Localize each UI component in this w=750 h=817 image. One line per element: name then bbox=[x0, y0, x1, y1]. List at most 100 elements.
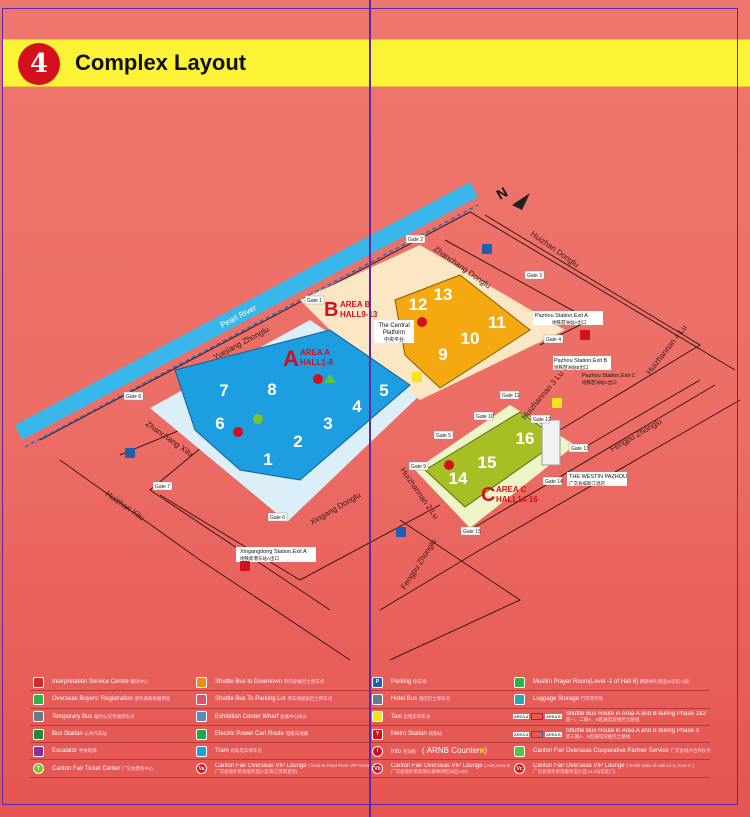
title-band bbox=[3, 39, 750, 87]
legend-label: Metro Station bbox=[391, 731, 427, 738]
gate-1[interactable]: Gate 1 bbox=[307, 298, 322, 304]
hall-9[interactable]: 9 bbox=[438, 345, 447, 364]
hall-3[interactable]: 3 bbox=[323, 414, 332, 433]
tram-line bbox=[24, 204, 479, 448]
gate-5[interactable]: Gate 5 bbox=[436, 433, 451, 439]
legend-label-cn: 手扶电梯 bbox=[78, 748, 97, 754]
legend-label-cn: 翻译中心 bbox=[130, 679, 149, 685]
hall-8[interactable]: 8 bbox=[267, 380, 276, 399]
pazhou-exit-b: Pazhou Station,Exit B bbox=[554, 358, 608, 364]
legend-row: Overseas Buyers' Registration 境外采购商报到处 Sh… bbox=[30, 691, 710, 709]
hall-12[interactable]: 12 bbox=[409, 295, 428, 314]
legend-note: ( A20,Area B ) bbox=[484, 762, 511, 768]
legend-item: Temporary Bus 临时公交专线停车点 bbox=[30, 711, 193, 723]
hall-7[interactable]: 7 bbox=[219, 381, 228, 400]
legend-item: Bus Station 公共汽车站 bbox=[30, 728, 193, 740]
gate-12[interactable]: Gate 12 bbox=[533, 417, 551, 423]
luggage-icon bbox=[514, 693, 525, 705]
legend-row: Escalator 手扶电梯 Tram 有轨电车停车点 I Info 咨询处 ( AR… bbox=[30, 743, 710, 761]
gate-label-box bbox=[543, 334, 564, 344]
gate-label-box bbox=[152, 481, 173, 491]
legend-item: T Canton Fair Ticket Center 广交会票务中心 bbox=[30, 763, 193, 775]
gate-14[interactable]: Gate 14 bbox=[545, 479, 563, 485]
legend-item: Overseas Buyers' Registration 境外采购商报到处 bbox=[30, 693, 193, 705]
pazhou-exit-c-cn: 地铁琶洲站C出口 bbox=[582, 379, 617, 386]
legend-row: Interpretation Service Centre 翻译中心 Shuttl… bbox=[30, 674, 710, 692]
gate-label-box bbox=[123, 391, 144, 401]
tram-icon bbox=[196, 745, 207, 757]
hall-14[interactable]: 14 bbox=[449, 469, 468, 488]
hall-6[interactable]: 6 bbox=[215, 414, 224, 433]
legend-label: Shuttle Bus to Downtown bbox=[215, 679, 283, 686]
road-huizhan-xilu: Huizhan Xilu bbox=[104, 489, 146, 522]
legend-label: Bus Station bbox=[52, 731, 83, 738]
legend-label: Shuttle Bus Route in Area A and B during… bbox=[565, 710, 707, 717]
legend-label-cn: 第三期A、B区展馆穿梭巴士路线 bbox=[565, 734, 631, 740]
legend-label-cn: 酒店巴士停车点 bbox=[418, 696, 451, 702]
hall-4[interactable]: 4 bbox=[352, 397, 362, 416]
gate-7[interactable]: Gate 7 bbox=[155, 484, 170, 490]
legend-note: ( North Gate of Hall 14.3, Area C ) bbox=[626, 762, 695, 768]
info-icon: I bbox=[372, 745, 383, 757]
hall-5[interactable]: 5 bbox=[379, 381, 388, 400]
gate-11[interactable]: Gate 11 bbox=[502, 393, 520, 399]
legend-label-cn: 电瓶车线路 bbox=[285, 731, 309, 737]
legend-item: P Parking 停车场 bbox=[369, 676, 511, 688]
parking-icon bbox=[125, 448, 135, 458]
legend-label: Luggage Storage bbox=[533, 696, 580, 703]
legend-item: Shuttle Bus To Parking Lot 停车场接驳巴士停车点 bbox=[193, 693, 369, 705]
wharf-icon bbox=[196, 711, 207, 723]
hall-10[interactable]: 10 bbox=[461, 329, 480, 348]
hall-1[interactable]: 1 bbox=[263, 450, 272, 469]
legend-label: Escalator bbox=[52, 748, 78, 755]
hall-16[interactable]: 16 bbox=[516, 429, 535, 448]
gate-2[interactable]: Gate 2 bbox=[408, 237, 423, 243]
shuttle-parking-icon bbox=[196, 693, 207, 705]
gate-4[interactable]: Gate 4 bbox=[546, 337, 561, 343]
parking-icon: P bbox=[372, 676, 383, 688]
arnb-close: ) bbox=[484, 745, 487, 755]
legend-label-cn: 临时公交专线停车点 bbox=[94, 713, 135, 719]
legend-label: Electric Power Cart Route bbox=[215, 731, 285, 738]
legend-item: Escalator 手扶电梯 bbox=[30, 745, 193, 757]
gate-13[interactable]: Gate 13 bbox=[571, 446, 589, 452]
hall-15[interactable]: 15 bbox=[478, 453, 497, 472]
legend-label: Canton Fair Overseas Cooperative Partner… bbox=[533, 748, 669, 755]
pazhou-exit-c: Pazhou Station,Exit C bbox=[582, 373, 636, 379]
legend-label-cn: 公共汽车站 bbox=[84, 731, 107, 737]
gate-15[interactable]: Gate 15 bbox=[463, 529, 481, 535]
gate-label-box bbox=[267, 512, 288, 522]
gate-label-box bbox=[304, 295, 325, 305]
legend-label-cn: 出租车停车点 bbox=[403, 713, 431, 719]
pazhou-exit-b-cn: 地铁琶洲站B出口 bbox=[554, 364, 589, 371]
gate-label-box bbox=[499, 390, 520, 400]
legend-label: Parking bbox=[391, 679, 412, 686]
shuttle-route-phase3-icon bbox=[531, 730, 544, 738]
legend-row: Bus Station 公共汽车站 Electric Power Cart Rou… bbox=[30, 726, 710, 744]
area-a-halls bbox=[174, 329, 411, 481]
legend-item: Interpretation Service Centre 翻译中心 bbox=[30, 676, 193, 688]
westin-hotel-tower bbox=[541, 419, 561, 466]
gate-9[interactable]: Gate 9 bbox=[411, 464, 426, 470]
hall-11[interactable]: 11 bbox=[488, 313, 506, 332]
hall-13[interactable]: 13 bbox=[434, 285, 453, 304]
legend-item: Vc Canton Fair Overseas VIP Lounge ( Nort… bbox=[511, 763, 710, 775]
legend-label-cn: 第一、二期A、B区展馆穿梭巴士路线 bbox=[565, 716, 640, 722]
road-xingang-donglu: Xingang Donglu bbox=[309, 490, 363, 526]
area-a-halls-label: HALL1-8 bbox=[300, 358, 333, 367]
legend-label: Shuttle Bus Route in Area A and B during… bbox=[565, 728, 699, 735]
vip-lounge-a-icon: Va bbox=[196, 763, 207, 775]
compass-icon bbox=[512, 193, 530, 210]
area-labels: A AREA A HALL1-8 B AREA B HALL9-13 C ARE… bbox=[283, 299, 538, 506]
page-title: Complex Layout bbox=[75, 50, 247, 75]
legend-item: Exhibition Center Wharf 会展中心码头 bbox=[193, 711, 369, 723]
hall-2[interactable]: 2 bbox=[293, 432, 302, 451]
gate-3[interactable]: Gate 3 bbox=[527, 273, 542, 279]
gate-8[interactable]: Gate 8 bbox=[126, 394, 141, 400]
cart-route-icon bbox=[196, 728, 207, 740]
gate-10[interactable]: Gate 10 bbox=[476, 414, 494, 420]
gate-6[interactable]: Gate 6 bbox=[270, 515, 285, 521]
metro-icon: Y bbox=[372, 728, 383, 740]
info-icon bbox=[233, 427, 243, 437]
gate-label-box bbox=[568, 443, 589, 453]
